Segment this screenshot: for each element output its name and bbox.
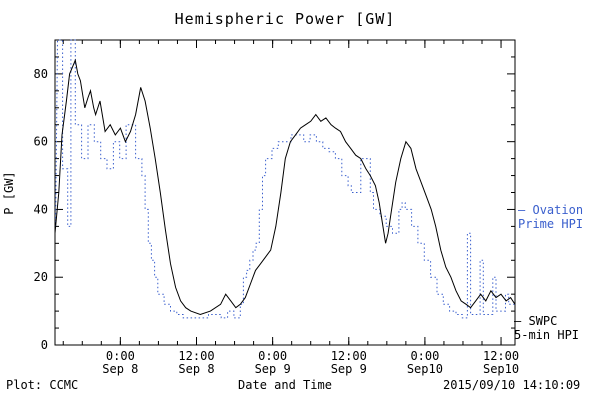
legend-ovation-marker: –: [518, 203, 526, 217]
chart-title: Hemispheric Power [GW]: [174, 10, 396, 28]
series-line-swpc-5-min-hpi: [54, 58, 516, 316]
legend-swpc-line1: – SWPC: [514, 314, 579, 328]
x-tick-time-label: 0:00: [410, 349, 439, 363]
x-tick-date-label: Sep10: [483, 362, 519, 376]
x-tick-date-label: Sep 8: [102, 362, 138, 376]
y-tick-label: 40: [34, 202, 48, 216]
x-axis-label: Date and Time: [238, 378, 332, 392]
plot-timestamp: 2015/09/10 14:10:09: [443, 378, 581, 392]
x-tick-time-label: 12:00: [178, 349, 214, 363]
legend-ovation-label: Ovation: [532, 203, 584, 217]
x-tick-time-label: 0:00: [106, 349, 135, 363]
legend-swpc-line2: 5-min HPI: [514, 328, 580, 342]
x-tick-time-label: 12:00: [331, 349, 367, 363]
legend-ovation: – Ovation Prime HPI: [518, 203, 583, 231]
legend-ovation-line2: Prime HPI: [518, 217, 584, 231]
x-tick-date-label: Sep 9: [331, 362, 367, 376]
x-tick-date-label: Sep 8: [178, 362, 214, 376]
legend-swpc: – SWPC 5-min HPI: [514, 314, 579, 342]
x-tick-time-label: 0:00: [258, 349, 287, 363]
x-tick-date-label: Sep10: [407, 362, 443, 376]
y-tick-label: 0: [41, 338, 48, 352]
y-tick-label: 80: [34, 67, 48, 81]
legend-swpc-label: SWPC: [528, 314, 558, 328]
legend-ovation-line1: – Ovation: [518, 203, 583, 217]
x-tick-time-label: 12:00: [483, 349, 519, 363]
legend-swpc-marker: –: [514, 314, 522, 328]
y-tick-label: 20: [34, 270, 48, 284]
axes-box: [54, 39, 516, 346]
plot-source: Plot: CCMC: [6, 378, 79, 392]
series-line-ovation-prime-hpi: [55, 39, 515, 319]
x-tick-date-label: Sep 9: [255, 362, 291, 376]
y-tick-label: 60: [34, 135, 48, 149]
